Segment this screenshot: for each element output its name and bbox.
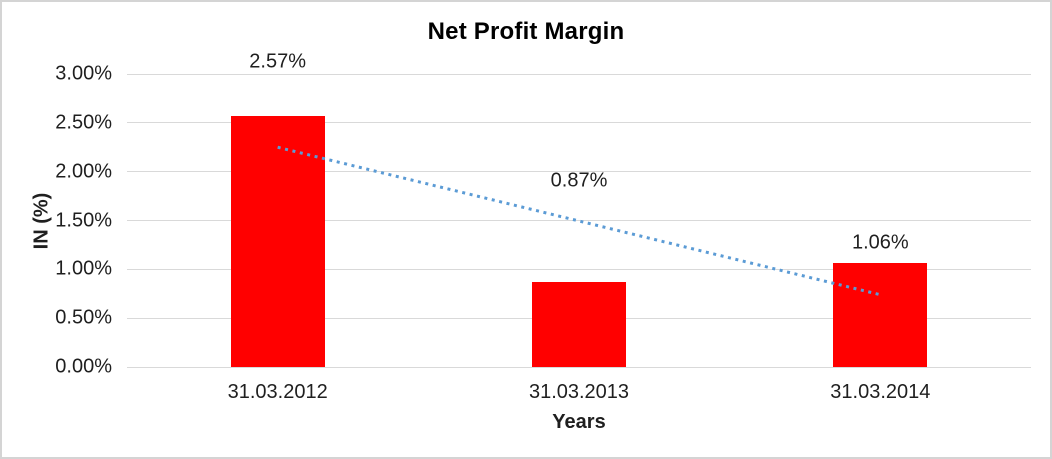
bar-31.03.2012 <box>230 116 325 367</box>
data-label: 0.87% <box>550 169 608 192</box>
y-tick-label: 0.00% <box>55 355 112 378</box>
gridline <box>127 73 1031 75</box>
gridline <box>127 366 1031 368</box>
y-tick-label: 3.00% <box>55 62 112 85</box>
y-tick-label: 0.50% <box>55 306 112 329</box>
bar-31.03.2014 <box>833 263 928 367</box>
data-label: 2.57% <box>249 50 307 73</box>
plot-area <box>127 73 1031 368</box>
bar-31.03.2013 <box>532 282 626 367</box>
y-tick-label: 1.00% <box>55 257 112 280</box>
y-tick-label: 2.00% <box>55 160 112 183</box>
x-tick-label: 31.03.2014 <box>830 381 931 403</box>
y-axis-tick-labels: 0.00% 0.50% 1.00% 1.50% 2.00% 2.50% 3.00% <box>2 63 112 378</box>
gridline <box>127 122 1031 124</box>
x-axis-tick-labels: 31.03.2012 31.03.2013 31.03.2014 <box>127 381 1031 405</box>
chart-title: Net Profit Margin <box>427 18 625 45</box>
x-tick-label: 31.03.2012 <box>227 381 328 403</box>
x-tick-label: 31.03.2013 <box>528 381 630 403</box>
y-tick-label: 2.50% <box>55 111 112 134</box>
x-axis-title: Years <box>552 411 606 433</box>
y-tick-label: 1.50% <box>55 209 112 231</box>
data-label: 1.06% <box>851 231 909 254</box>
